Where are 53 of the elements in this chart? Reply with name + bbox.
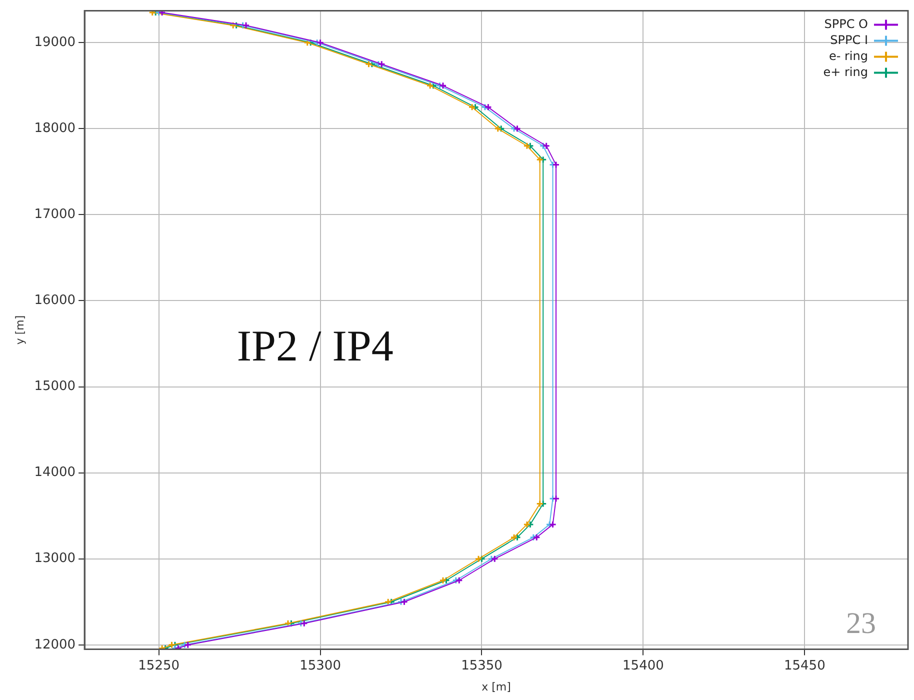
- point: [536, 156, 544, 164]
- point: [510, 534, 518, 542]
- x-axis-title: x [m]: [482, 680, 511, 694]
- y-tick-label: 19000: [34, 35, 76, 50]
- point: [232, 22, 240, 30]
- point: [180, 641, 188, 649]
- point: [439, 82, 447, 90]
- point: [552, 161, 560, 169]
- point: [542, 142, 550, 150]
- point: [514, 534, 522, 542]
- point: [536, 500, 544, 508]
- y-tick-label: 17000: [34, 207, 76, 222]
- y-tick-label: 12000: [34, 637, 76, 652]
- point: [490, 555, 498, 563]
- y-axis-title: y [m]: [13, 315, 26, 345]
- point: [364, 60, 372, 68]
- y-tick-label: 13000: [34, 551, 76, 566]
- point: [229, 22, 237, 30]
- point: [514, 124, 522, 132]
- point: [426, 82, 434, 90]
- point: [400, 598, 408, 606]
- point: [468, 103, 476, 111]
- point: [184, 641, 192, 649]
- point: [300, 620, 308, 628]
- x-tick-label: 15300: [300, 658, 341, 674]
- point: [523, 142, 531, 150]
- x-tick-label: 15250: [138, 658, 180, 674]
- annotation: IP2 / IP4: [236, 322, 394, 371]
- y-tick-label: 18000: [34, 121, 76, 136]
- x-tick-label: 15450: [784, 658, 826, 674]
- annotation: 23: [846, 607, 876, 640]
- y-tick-label: 15000: [34, 379, 76, 394]
- legend-label: SPPC O: [824, 16, 868, 31]
- y-tick-label: 14000: [34, 465, 76, 480]
- legend-label: SPPC I: [830, 32, 868, 47]
- point: [552, 494, 560, 502]
- point: [549, 520, 557, 528]
- y-tick-label: 16000: [34, 293, 76, 308]
- point: [532, 534, 540, 542]
- point: [168, 641, 176, 649]
- legend-label: e+ ring: [823, 64, 868, 79]
- point: [378, 60, 386, 68]
- point: [316, 38, 324, 46]
- point: [242, 22, 250, 30]
- point: [455, 576, 463, 584]
- x-tick-label: 15350: [461, 658, 502, 674]
- legend-label: e- ring: [828, 48, 868, 63]
- point: [474, 555, 482, 563]
- point: [484, 103, 492, 111]
- x-tick-label: 15400: [622, 658, 664, 674]
- point: [523, 520, 531, 528]
- point: [439, 576, 447, 584]
- point: [494, 124, 502, 132]
